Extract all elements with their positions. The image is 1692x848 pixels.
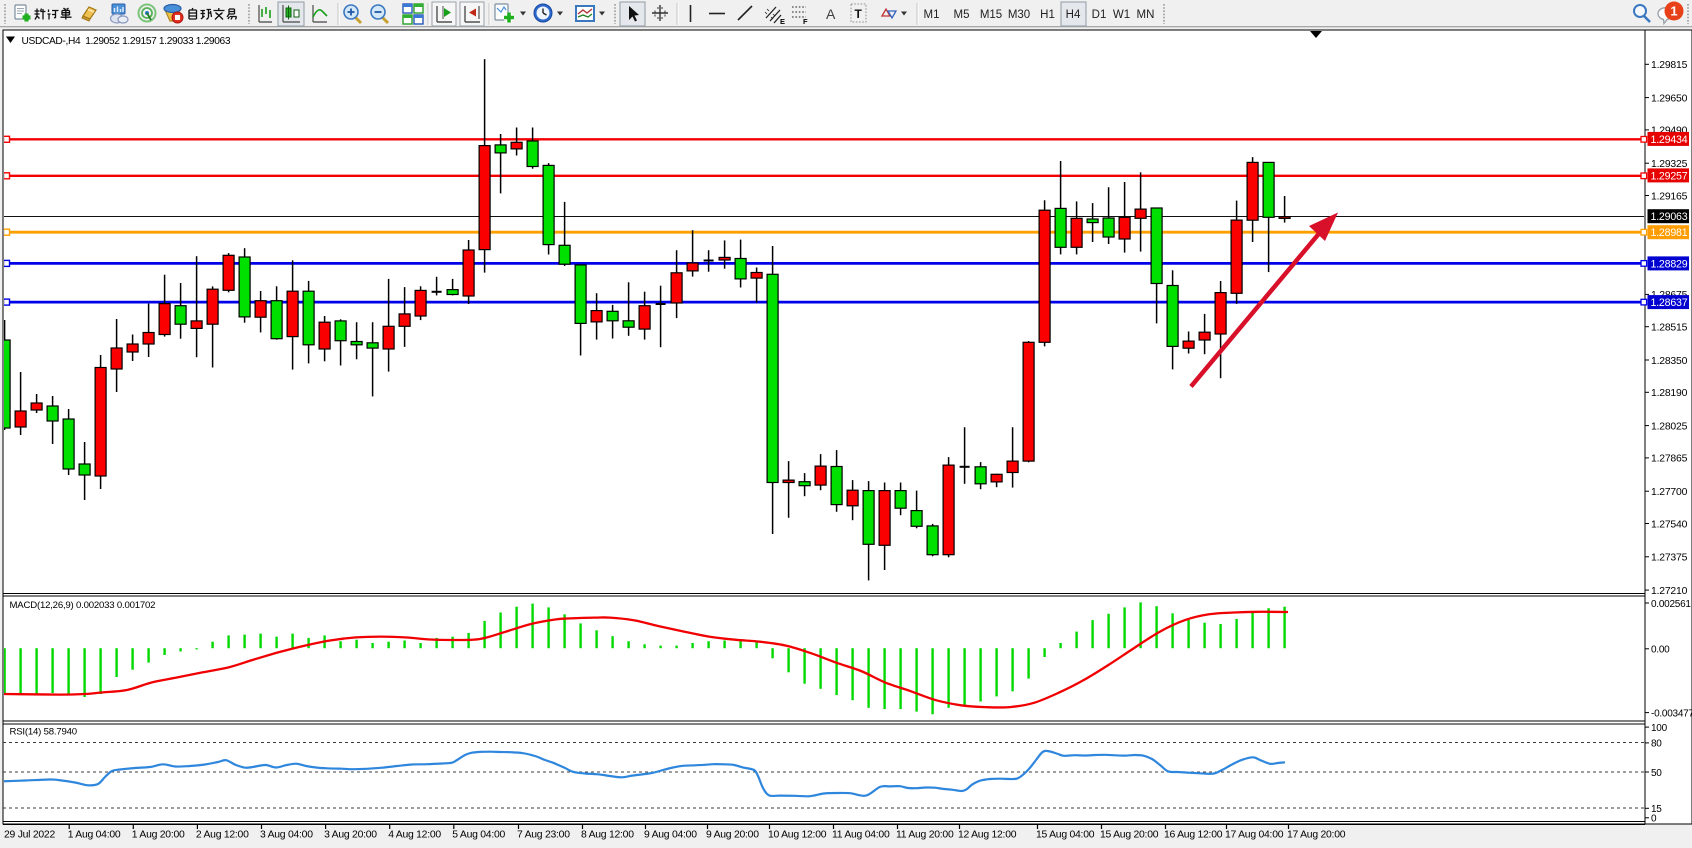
svg-text:17 Aug 04:00: 17 Aug 04:00 xyxy=(1225,830,1284,841)
svg-text:1.28829: 1.28829 xyxy=(1651,258,1688,270)
svg-text:M15: M15 xyxy=(980,9,1002,21)
svg-text:1.27375: 1.27375 xyxy=(1651,553,1688,564)
svg-text:1.29165: 1.29165 xyxy=(1651,191,1688,202)
svg-text:12 Aug 12:00: 12 Aug 12:00 xyxy=(958,830,1017,841)
svg-text:H1: H1 xyxy=(1040,9,1055,21)
svg-text:1.27865: 1.27865 xyxy=(1651,454,1688,465)
svg-text:80: 80 xyxy=(1651,739,1662,750)
svg-text:1: 1 xyxy=(1670,4,1677,19)
svg-text:0.00: 0.00 xyxy=(1651,645,1670,656)
svg-text:15: 15 xyxy=(1651,804,1662,815)
svg-text:1.29434: 1.29434 xyxy=(1651,134,1688,146)
svg-text:1.28637: 1.28637 xyxy=(1651,297,1688,309)
svg-text:1.29325: 1.29325 xyxy=(1651,159,1688,170)
svg-text:1.27540: 1.27540 xyxy=(1651,519,1688,530)
svg-text:16 Aug 12:00: 16 Aug 12:00 xyxy=(1164,830,1223,841)
svg-text:1.29815: 1.29815 xyxy=(1651,60,1688,71)
svg-text:1.28515: 1.28515 xyxy=(1651,323,1688,334)
svg-text:11 Aug 04:00: 11 Aug 04:00 xyxy=(832,830,890,841)
svg-text:MN: MN xyxy=(1137,9,1155,21)
svg-text:3 Aug 20:00: 3 Aug 20:00 xyxy=(324,830,377,841)
svg-text:4 Aug 12:00: 4 Aug 12:00 xyxy=(388,830,441,841)
svg-text:USDCAD-,H4 1.29052 1.29157 1.: USDCAD-,H4 1.29052 1.29157 1.29033 1.290… xyxy=(22,36,231,47)
svg-text:E: E xyxy=(780,17,785,26)
svg-text:1.28350: 1.28350 xyxy=(1651,356,1688,367)
svg-text:1 Aug 04:00: 1 Aug 04:00 xyxy=(68,830,121,841)
svg-text:1.29490: 1.29490 xyxy=(1651,126,1688,137)
svg-text:10 Aug 12:00: 10 Aug 12:00 xyxy=(768,830,827,841)
svg-text:11 Aug 20:00: 11 Aug 20:00 xyxy=(896,830,954,841)
svg-text:RSI(14) 58.7940: RSI(14) 58.7940 xyxy=(10,727,77,738)
svg-text:MACD(12,26,9) 0.002033 0.00170: MACD(12,26,9) 0.002033 0.001702 xyxy=(10,600,156,611)
svg-text:D1: D1 xyxy=(1092,9,1107,21)
svg-text:7 Aug 23:00: 7 Aug 23:00 xyxy=(517,830,570,841)
svg-text:0.002561: 0.002561 xyxy=(1651,599,1691,610)
svg-text:15 Aug 20:00: 15 Aug 20:00 xyxy=(1100,830,1159,841)
svg-text:M5: M5 xyxy=(954,9,970,21)
svg-text:1 Aug 20:00: 1 Aug 20:00 xyxy=(132,830,185,841)
svg-text:2 Aug 12:00: 2 Aug 12:00 xyxy=(196,830,249,841)
svg-text:17 Aug 20:00: 17 Aug 20:00 xyxy=(1287,830,1346,841)
svg-text:3 Aug 04:00: 3 Aug 04:00 xyxy=(260,830,313,841)
svg-text:100: 100 xyxy=(1651,723,1668,734)
svg-text:9 Aug 20:00: 9 Aug 20:00 xyxy=(706,830,759,841)
svg-text:8 Aug 12:00: 8 Aug 12:00 xyxy=(581,830,634,841)
svg-text:A: A xyxy=(826,6,836,22)
svg-text:M30: M30 xyxy=(1008,9,1030,21)
svg-text:H4: H4 xyxy=(1066,9,1081,21)
svg-text:1.28981: 1.28981 xyxy=(1651,227,1688,239)
svg-text:W1: W1 xyxy=(1113,9,1130,21)
svg-text:9 Aug 04:00: 9 Aug 04:00 xyxy=(644,830,697,841)
svg-text:29 Jul 2022: 29 Jul 2022 xyxy=(4,830,55,841)
svg-text:T: T xyxy=(855,7,863,21)
svg-text:1.27700: 1.27700 xyxy=(1651,487,1688,498)
svg-text:50: 50 xyxy=(1651,768,1662,779)
svg-text:0: 0 xyxy=(1651,814,1657,825)
svg-text:1.29650: 1.29650 xyxy=(1651,93,1688,104)
svg-text:1.27210: 1.27210 xyxy=(1651,586,1688,597)
svg-text:15 Aug 04:00: 15 Aug 04:00 xyxy=(1036,830,1095,841)
svg-text:F: F xyxy=(803,17,808,26)
svg-text:-0.003477: -0.003477 xyxy=(1651,708,1692,719)
svg-text:5 Aug 04:00: 5 Aug 04:00 xyxy=(452,830,505,841)
svg-text:1.29063: 1.29063 xyxy=(1651,211,1688,223)
svg-text:M1: M1 xyxy=(924,9,940,21)
svg-text:1.28025: 1.28025 xyxy=(1651,421,1688,432)
svg-text:1.28190: 1.28190 xyxy=(1651,388,1688,399)
svg-text:1.29257: 1.29257 xyxy=(1651,170,1688,182)
